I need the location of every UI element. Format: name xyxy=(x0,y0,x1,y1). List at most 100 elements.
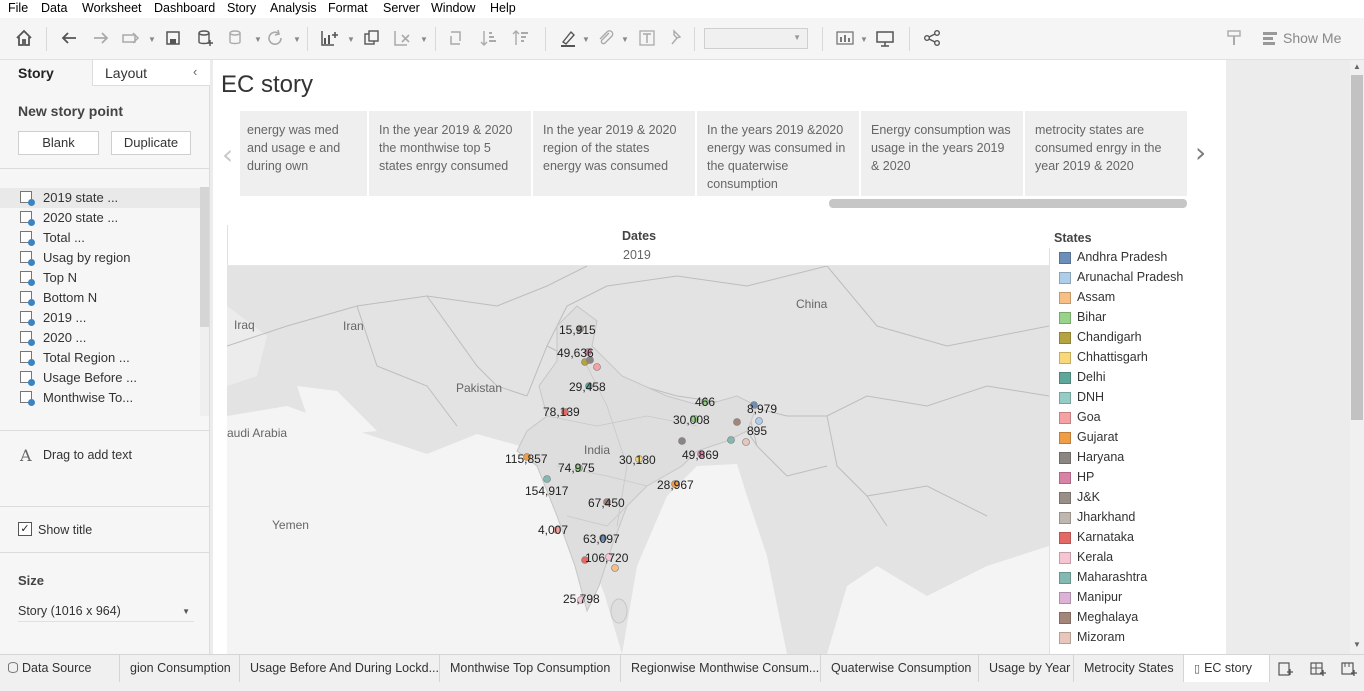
refresh-icon[interactable] xyxy=(265,28,285,48)
mark-karnataka[interactable] xyxy=(581,556,589,564)
show-labels-icon[interactable] xyxy=(637,28,657,48)
drag-to-add-text[interactable]: Drag to add text xyxy=(43,448,132,462)
tab-layout[interactable]: Layout xyxy=(92,60,210,86)
menu-dashboard[interactable]: Dashboard xyxy=(154,1,216,15)
legend-item[interactable]: HP xyxy=(1059,469,1189,489)
duplicate-button[interactable]: Duplicate xyxy=(111,131,191,155)
previous-story-point-icon[interactable]: ‹ xyxy=(222,138,234,171)
new-story-tab-icon[interactable] xyxy=(1341,661,1357,682)
next-story-point-icon[interactable]: › xyxy=(1195,136,1207,169)
legend-item[interactable]: J&K xyxy=(1059,489,1189,509)
mark-goa[interactable] xyxy=(553,526,561,534)
mark-jharkhand[interactable] xyxy=(678,437,686,445)
duplicate-sheet-icon[interactable] xyxy=(362,28,382,48)
legend-item[interactable]: Manipur xyxy=(1059,589,1189,609)
legend-item[interactable]: Mizoram xyxy=(1059,629,1189,649)
legend-item[interactable]: Maharashtra xyxy=(1059,569,1189,589)
tab-region-consumption[interactable]: gion Consumption xyxy=(130,655,240,683)
highlight-icon[interactable] xyxy=(558,28,578,48)
tab-monthwise-top[interactable]: Monthwise Top Consumption xyxy=(440,655,621,683)
menu-analysis[interactable]: Analysis xyxy=(270,1,317,15)
sort-ascending-icon[interactable] xyxy=(479,28,499,48)
legend-item[interactable]: Goa xyxy=(1059,409,1189,429)
sheet-item[interactable]: Top N xyxy=(0,268,200,288)
mark-kerala[interactable] xyxy=(577,596,585,604)
story-title[interactable]: EC story xyxy=(221,71,314,98)
legend-item[interactable]: Assam xyxy=(1059,289,1189,309)
mark-dnh[interactable] xyxy=(543,475,551,483)
fix-axes-icon[interactable] xyxy=(667,28,687,48)
tab-data-source[interactable]: Data Source xyxy=(0,655,120,683)
home-icon[interactable] xyxy=(14,28,34,48)
canvas-scroll-thumb[interactable] xyxy=(1351,75,1363,420)
legend-item[interactable]: Delhi xyxy=(1059,369,1189,389)
story-point[interactable]: In the year 2019 & 2020 region of the st… xyxy=(533,111,695,196)
scroll-up-icon[interactable]: ▲ xyxy=(1353,62,1361,71)
sheet-list-scroll-thumb[interactable] xyxy=(200,187,209,327)
menu-data[interactable]: Data xyxy=(41,1,68,15)
menu-format[interactable]: Format xyxy=(328,1,368,15)
mark-jk[interactable] xyxy=(576,325,584,333)
new-worksheet-tab-icon[interactable] xyxy=(1278,661,1294,682)
menu-server[interactable]: Server xyxy=(383,1,420,15)
tab-ec-story[interactable]: ▯ EC story xyxy=(1184,655,1270,683)
legend-item[interactable]: Meghalaya xyxy=(1059,609,1189,629)
mark-haryana[interactable] xyxy=(586,356,594,364)
group-members-icon[interactable] xyxy=(596,28,616,48)
sheet-item[interactable]: Bottom N xyxy=(0,288,200,308)
show-title-checkbox[interactable]: ✓ xyxy=(18,522,32,536)
collapse-pane-icon[interactable]: ‹ xyxy=(193,64,198,79)
year-header[interactable]: 2019 xyxy=(623,248,651,262)
mark-odisha[interactable] xyxy=(671,480,679,488)
mark-assam[interactable] xyxy=(755,417,763,425)
legend-item[interactable]: Andhra Pradesh xyxy=(1059,249,1189,269)
mark-rajasthan[interactable] xyxy=(561,408,569,416)
scroll-down-icon[interactable]: ▼ xyxy=(1353,640,1361,649)
story-point[interactable]: In the year 2019 & 2020 the monthwise to… xyxy=(369,111,531,196)
tab-quaterwise[interactable]: Quaterwise Consumption xyxy=(821,655,979,683)
redo-icon[interactable] xyxy=(91,28,111,48)
sort-descending-icon[interactable] xyxy=(511,28,531,48)
mark-puducherry[interactable] xyxy=(605,553,613,561)
tab-regionwise-monthwise[interactable]: Regionwise Monthwise Consum... xyxy=(621,655,821,683)
story-point[interactable]: In the years 2019 &2020 energy was consu… xyxy=(697,111,859,196)
mark-up[interactable] xyxy=(593,363,601,371)
mark-delhi[interactable] xyxy=(585,382,593,390)
mark-andhra[interactable] xyxy=(599,534,607,542)
format-painter-icon[interactable] xyxy=(1224,28,1244,48)
swap-rows-columns-icon[interactable] xyxy=(447,28,467,48)
save-icon[interactable] xyxy=(163,28,183,48)
mark-wb[interactable] xyxy=(697,450,705,458)
story-points-scrollbar[interactable] xyxy=(829,199,1187,208)
mark-bihar[interactable] xyxy=(691,415,699,423)
menu-worksheet[interactable]: Worksheet xyxy=(82,1,142,15)
sheet-item[interactable]: Usage Before ... xyxy=(0,368,200,388)
legend-item[interactable]: Bihar xyxy=(1059,309,1189,329)
mark-sikkim[interactable] xyxy=(701,398,709,406)
story-point[interactable]: energy was med and usage e and during ow… xyxy=(240,111,367,196)
mark-meghalaya[interactable] xyxy=(733,418,741,426)
story-point[interactable]: Energy consumption was usage in the year… xyxy=(861,111,1023,196)
fit-width-icon[interactable] xyxy=(835,28,855,48)
mark-mizoram[interactable] xyxy=(742,438,750,446)
new-data-source-icon[interactable] xyxy=(195,28,215,48)
sheet-item[interactable]: Total Region ... xyxy=(0,348,200,368)
sheet-item[interactable]: Usag by region xyxy=(0,248,200,268)
legend-item[interactable]: Chandigarh xyxy=(1059,329,1189,349)
menu-story[interactable]: Story xyxy=(227,1,257,15)
tab-story[interactable]: Story xyxy=(0,60,92,86)
mark-tn[interactable] xyxy=(611,564,619,572)
share-icon[interactable] xyxy=(922,28,942,48)
sheet-item[interactable]: Total ... xyxy=(0,228,200,248)
story-point[interactable]: metrocity states are consumed enrgy in t… xyxy=(1025,111,1187,196)
menu-window[interactable]: Window xyxy=(431,1,476,15)
legend-item[interactable]: Karnataka xyxy=(1059,529,1189,549)
size-dropdown[interactable]: Story (1016 x 964) ▼ xyxy=(18,602,194,622)
menu-help[interactable]: Help xyxy=(490,1,516,15)
menu-file[interactable]: File xyxy=(8,1,29,15)
sheet-item[interactable]: Monthwise To... xyxy=(0,388,200,408)
legend-item[interactable]: DNH xyxy=(1059,389,1189,409)
legend-item[interactable]: Haryana xyxy=(1059,449,1189,469)
legend-item[interactable]: Chhattisgarh xyxy=(1059,349,1189,369)
sheet-item[interactable]: 2020 ... xyxy=(0,328,200,348)
